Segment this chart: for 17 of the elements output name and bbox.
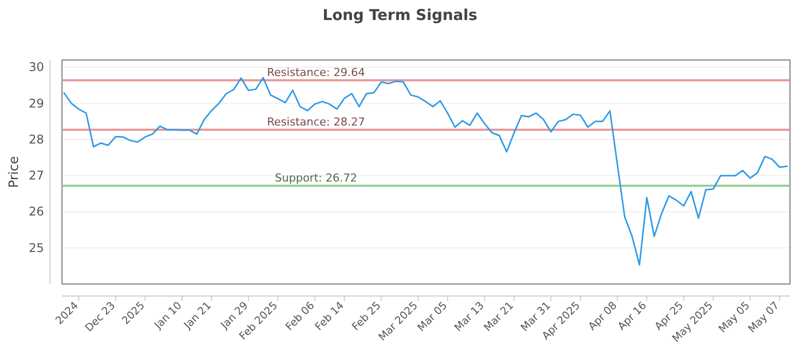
line-series <box>63 76 788 266</box>
x-tick-label: Mar 21 <box>482 300 516 334</box>
ref-line-label: Support: 26.72 <box>274 172 358 185</box>
x-tick-label: Feb 25 <box>350 300 384 334</box>
y-axis-title: Price <box>7 156 22 188</box>
y-tick-label: 26 <box>28 204 44 219</box>
y-tick-label: 30 <box>28 60 44 74</box>
chart-title: Long Term Signals <box>322 6 478 24</box>
y-tick-label: 29 <box>28 96 44 110</box>
y-tick-label: 28 <box>28 132 44 146</box>
x-tick-label: Mar 05 <box>415 300 450 334</box>
y-tick-label: 27 <box>28 168 44 183</box>
y-tick-label: 25 <box>28 240 44 255</box>
ref-line-label: Resistance: 29.64 <box>267 66 365 80</box>
x-tick-label: Feb 14 <box>313 299 347 334</box>
ref-line-label: Resistance: 28.27 <box>267 116 365 129</box>
x-tick-label: Dec 23 <box>83 300 118 334</box>
